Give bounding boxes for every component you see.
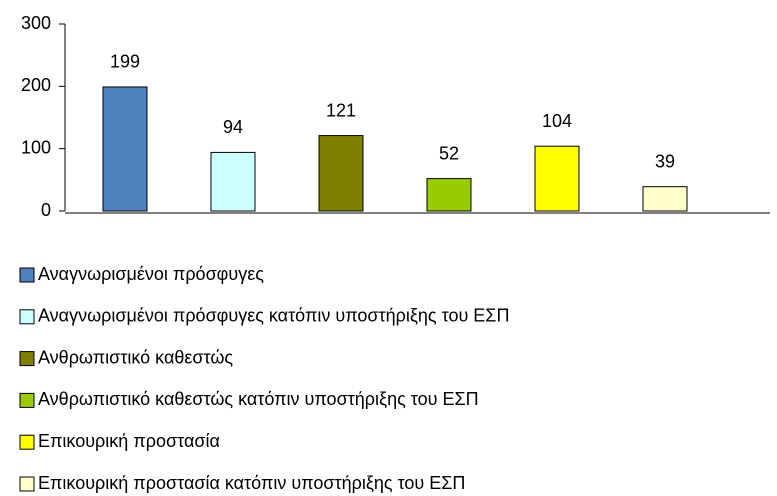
bar <box>642 186 688 212</box>
data-label: 121 <box>326 100 356 120</box>
y-tick-label: 200 <box>21 75 51 95</box>
data-label: 199 <box>110 52 140 72</box>
bar <box>318 135 364 212</box>
legend-swatch <box>19 434 35 450</box>
legend-label: Αναγνωρισμένοι πρόσφυγες κατόπιν υποστήρ… <box>38 306 509 326</box>
bar <box>102 86 148 212</box>
bar <box>426 178 472 212</box>
data-label: 52 <box>439 143 459 163</box>
data-label: 104 <box>542 111 572 131</box>
legend-swatch <box>19 309 35 325</box>
legend-swatch <box>19 267 35 283</box>
y-tick-label: 0 <box>41 200 51 220</box>
legend-swatch <box>19 351 35 367</box>
bar <box>534 145 580 212</box>
data-label: 94 <box>223 117 243 137</box>
legend-label: Επικουρική προστασία <box>38 431 220 451</box>
legend-label: Ανθρωπιστικό καθεστώς κατόπιν υποστήριξη… <box>38 389 479 409</box>
data-label: 39 <box>655 151 675 171</box>
y-tick-label: 100 <box>21 137 51 157</box>
y-tick-label: 300 <box>21 13 51 33</box>
bar <box>210 151 256 212</box>
legend-swatch <box>19 476 35 492</box>
legend-label: Επικουρική προστασία κατόπιν υποστήριξης… <box>38 473 465 493</box>
legend-label: Ανθρωπιστικό καθεστώς <box>38 347 233 367</box>
legend-swatch <box>19 392 35 408</box>
legend-label: Αναγνωρισμένοι πρόσφυγες <box>38 264 264 284</box>
